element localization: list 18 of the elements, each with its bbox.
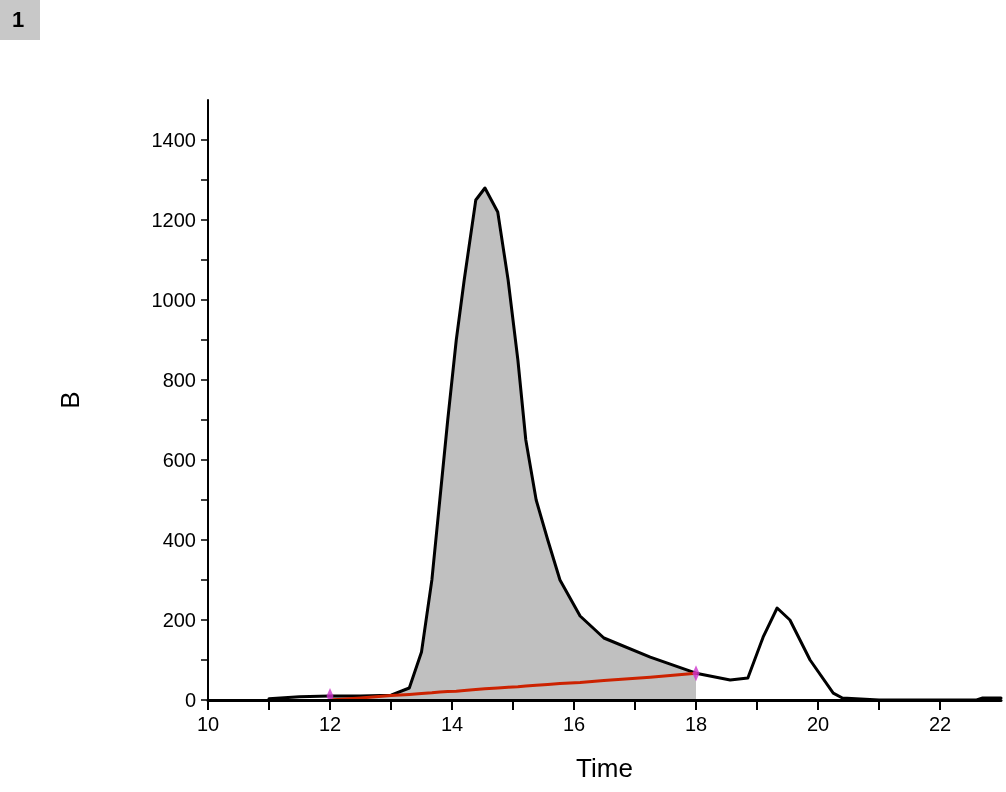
y-tick-label: 800: [162, 369, 196, 391]
x-tick-label: 10: [196, 713, 220, 735]
x-axis-title: Time: [576, 753, 633, 783]
y-tick-label: 1200: [151, 209, 196, 231]
y-tick-label: 1000: [151, 289, 196, 311]
text: 1: [12, 6, 25, 32]
x-tick-label: 14: [440, 713, 464, 735]
x-tick-label: 16: [562, 713, 586, 735]
y-tick-label: 600: [162, 449, 196, 471]
y-tick-label: 200: [162, 609, 196, 631]
y-axis-title: B: [55, 391, 85, 409]
x-tick-label: 18: [684, 713, 708, 735]
y-tick-label: 1400: [151, 129, 196, 151]
y-tick-label: 0: [184, 689, 196, 711]
x-tick-label: 12: [318, 713, 342, 735]
x-tick-label: 22: [928, 713, 952, 735]
y-tick-label: 400: [162, 529, 196, 551]
x-tick-label: 20: [806, 713, 830, 735]
